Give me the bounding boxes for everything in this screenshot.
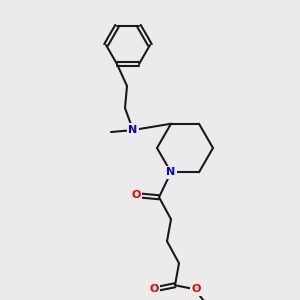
Text: O: O	[191, 284, 201, 294]
Text: N: N	[167, 167, 176, 177]
Text: O: O	[149, 284, 159, 294]
Text: O: O	[131, 190, 141, 200]
Text: N: N	[128, 125, 138, 135]
